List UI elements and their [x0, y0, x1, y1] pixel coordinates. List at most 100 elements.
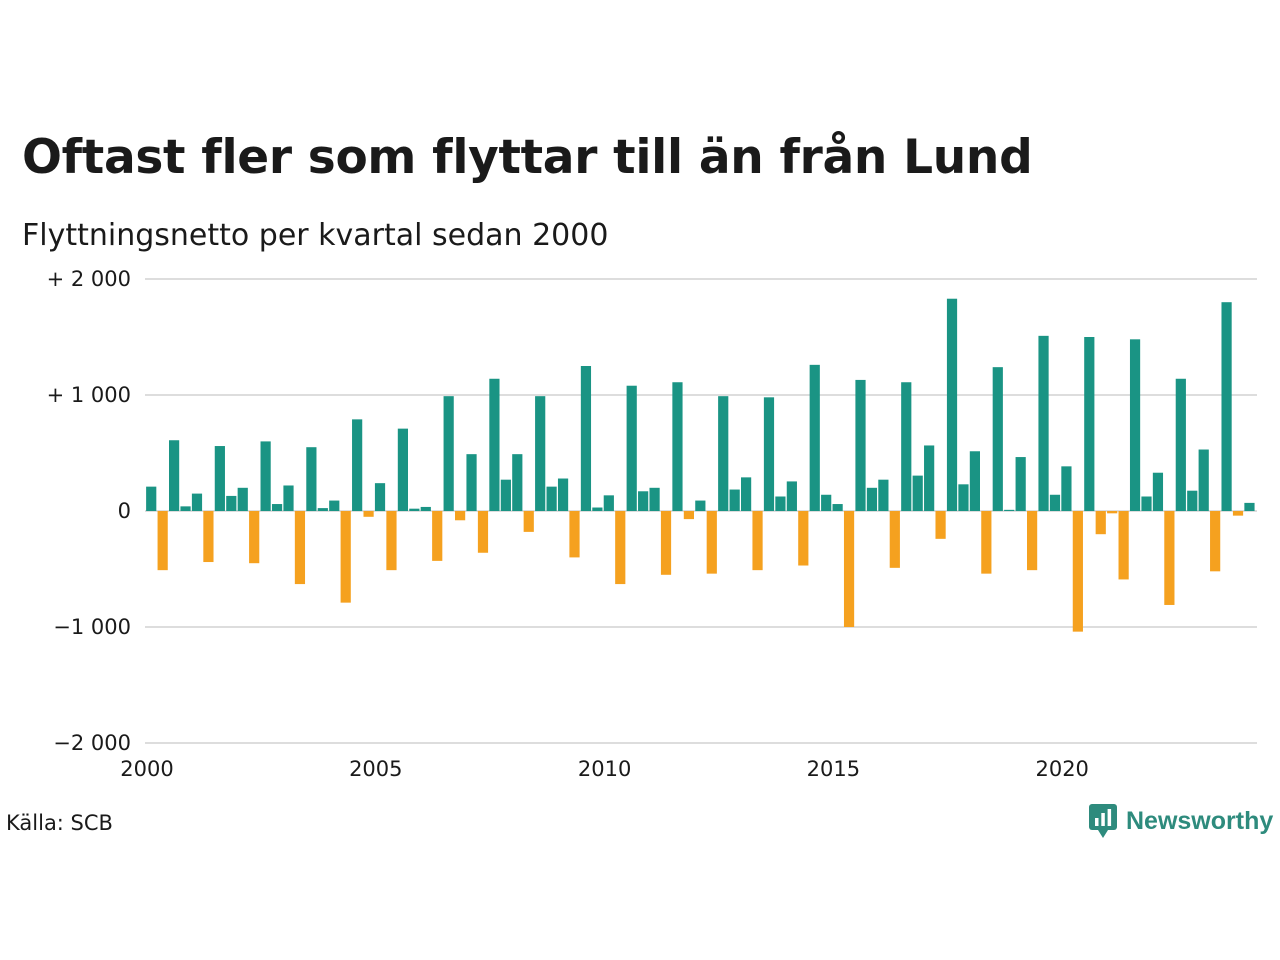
bar-2021K1 — [1107, 511, 1118, 514]
bar-2001K1 — [191, 493, 203, 511]
y-tick-label: + 2 000 — [47, 267, 131, 291]
bar-2001K4 — [226, 495, 237, 511]
bar-2018K3 — [992, 367, 1003, 511]
bar-2006K2 — [432, 511, 443, 561]
x-tick-label: 2010 — [578, 757, 631, 781]
bar-2010K1 — [603, 495, 614, 511]
bar-2011K2 — [660, 511, 672, 575]
x-axis-labels: 2000 2005 2010 2015 2020 — [120, 757, 1089, 781]
bar-2006K1 — [420, 506, 431, 511]
bar-2001K3 — [214, 446, 225, 511]
bar-2023K2 — [1210, 511, 1221, 572]
bar-2013K3 — [763, 397, 775, 511]
bar-2015K2 — [843, 511, 855, 627]
newsworthy-logo-icon — [1089, 804, 1117, 838]
bar-2006K4 — [455, 511, 466, 521]
bar-2017K3 — [946, 298, 958, 511]
bar-2011K4 — [683, 511, 694, 520]
bar-2008K4 — [546, 486, 557, 511]
bar-2024K1 — [1244, 502, 1255, 511]
bar-2003K4 — [317, 508, 328, 511]
bar-2008K1 — [512, 454, 523, 511]
bar-2000K1 — [146, 486, 157, 511]
bar-2018K2 — [981, 511, 992, 574]
bar-2009K2 — [569, 511, 580, 558]
bar-2002K3 — [260, 441, 271, 511]
bar-2000K2 — [157, 511, 168, 571]
bar-2013K1 — [741, 477, 752, 511]
bar-2008K2 — [523, 511, 534, 532]
bar-2007K3 — [489, 378, 500, 511]
bar-2003K1 — [283, 485, 294, 511]
bar-2011K3 — [672, 382, 683, 511]
bar-2016K4 — [912, 475, 923, 511]
bar-2000K3 — [169, 440, 180, 511]
bar-2018K4 — [1004, 509, 1015, 511]
bar-2020K4 — [1095, 511, 1106, 535]
bar-2009K4 — [592, 507, 603, 511]
bar-2022K3 — [1175, 378, 1186, 511]
bar-2002K1 — [237, 487, 248, 511]
bar-chart: + 2 000 + 1 000 0 −1 000 −2 000 2000 2005 2010… — [47, 267, 1257, 781]
bar-2005K2 — [386, 511, 397, 571]
bar-2019K1 — [1015, 457, 1026, 511]
x-tick-label: 2015 — [807, 757, 860, 781]
bar-2019K4 — [1049, 494, 1061, 511]
bar-2013K4 — [775, 496, 786, 511]
bar-2014K4 — [821, 494, 832, 511]
chart-title: Oftast fler som flyttar till än från Lun… — [22, 130, 1033, 185]
bar-2023K4 — [1232, 511, 1244, 516]
bar-2014K3 — [809, 364, 820, 511]
bar-2005K4 — [409, 508, 420, 511]
x-tick-label: 2005 — [349, 757, 402, 781]
bar-2014K1 — [786, 481, 797, 511]
bar-2003K3 — [306, 447, 317, 511]
bar-2022K2 — [1164, 511, 1175, 605]
bar-2003K2 — [294, 511, 306, 585]
bar-2001K2 — [203, 511, 214, 563]
bar-2021K3 — [1129, 339, 1141, 511]
bar-2012K3 — [718, 396, 729, 511]
bar-2004K4 — [363, 511, 374, 517]
y-tick-label: −1 000 — [53, 615, 131, 639]
bar-2016K1 — [878, 479, 889, 511]
bar-2010K2 — [615, 511, 626, 585]
bar-2008K3 — [535, 396, 546, 511]
bar-2006K3 — [443, 396, 454, 511]
chart-subtitle: Flyttningsnetto per kvartal sedan 2000 — [22, 218, 609, 253]
x-tick-label: 2020 — [1035, 757, 1088, 781]
bar-2018K1 — [969, 451, 980, 511]
bar-2007K4 — [500, 479, 511, 511]
bar-2012K2 — [706, 511, 717, 574]
bar-2004K1 — [329, 500, 340, 511]
bar-2000K4 — [180, 506, 191, 511]
bar-2016K2 — [889, 511, 900, 568]
bar-2007K1 — [466, 454, 477, 511]
bar-2020K3 — [1084, 337, 1095, 511]
bar-2002K2 — [249, 511, 260, 564]
bar-2010K3 — [626, 385, 637, 511]
bar-2015K4 — [866, 487, 878, 511]
bar-2017K4 — [958, 484, 969, 511]
bar-2010K4 — [638, 491, 649, 511]
bar-2021K4 — [1141, 496, 1152, 511]
y-axis-labels: + 2 000 + 1 000 0 −1 000 −2 000 — [47, 267, 131, 755]
bar-2005K3 — [397, 428, 408, 511]
y-tick-label: + 1 000 — [47, 383, 131, 407]
bar-2017K1 — [924, 445, 935, 511]
bar-2023K1 — [1198, 449, 1209, 511]
bar-2009K1 — [557, 478, 569, 511]
bar-2016K3 — [901, 382, 912, 511]
bar-2015K3 — [855, 379, 866, 511]
bar-2020K1 — [1061, 466, 1072, 511]
bar-2021K2 — [1118, 511, 1129, 580]
bar-2022K1 — [1152, 472, 1164, 511]
source-note: Källa: SCB — [6, 811, 113, 835]
x-tick-label: 2000 — [120, 757, 173, 781]
bar-2005K1 — [374, 483, 386, 511]
bar-2002K4 — [271, 504, 283, 511]
bar-2017K2 — [935, 511, 946, 539]
bar-2012K1 — [695, 500, 706, 511]
bar-2020K2 — [1072, 511, 1083, 632]
bar-2011K1 — [649, 487, 660, 511]
